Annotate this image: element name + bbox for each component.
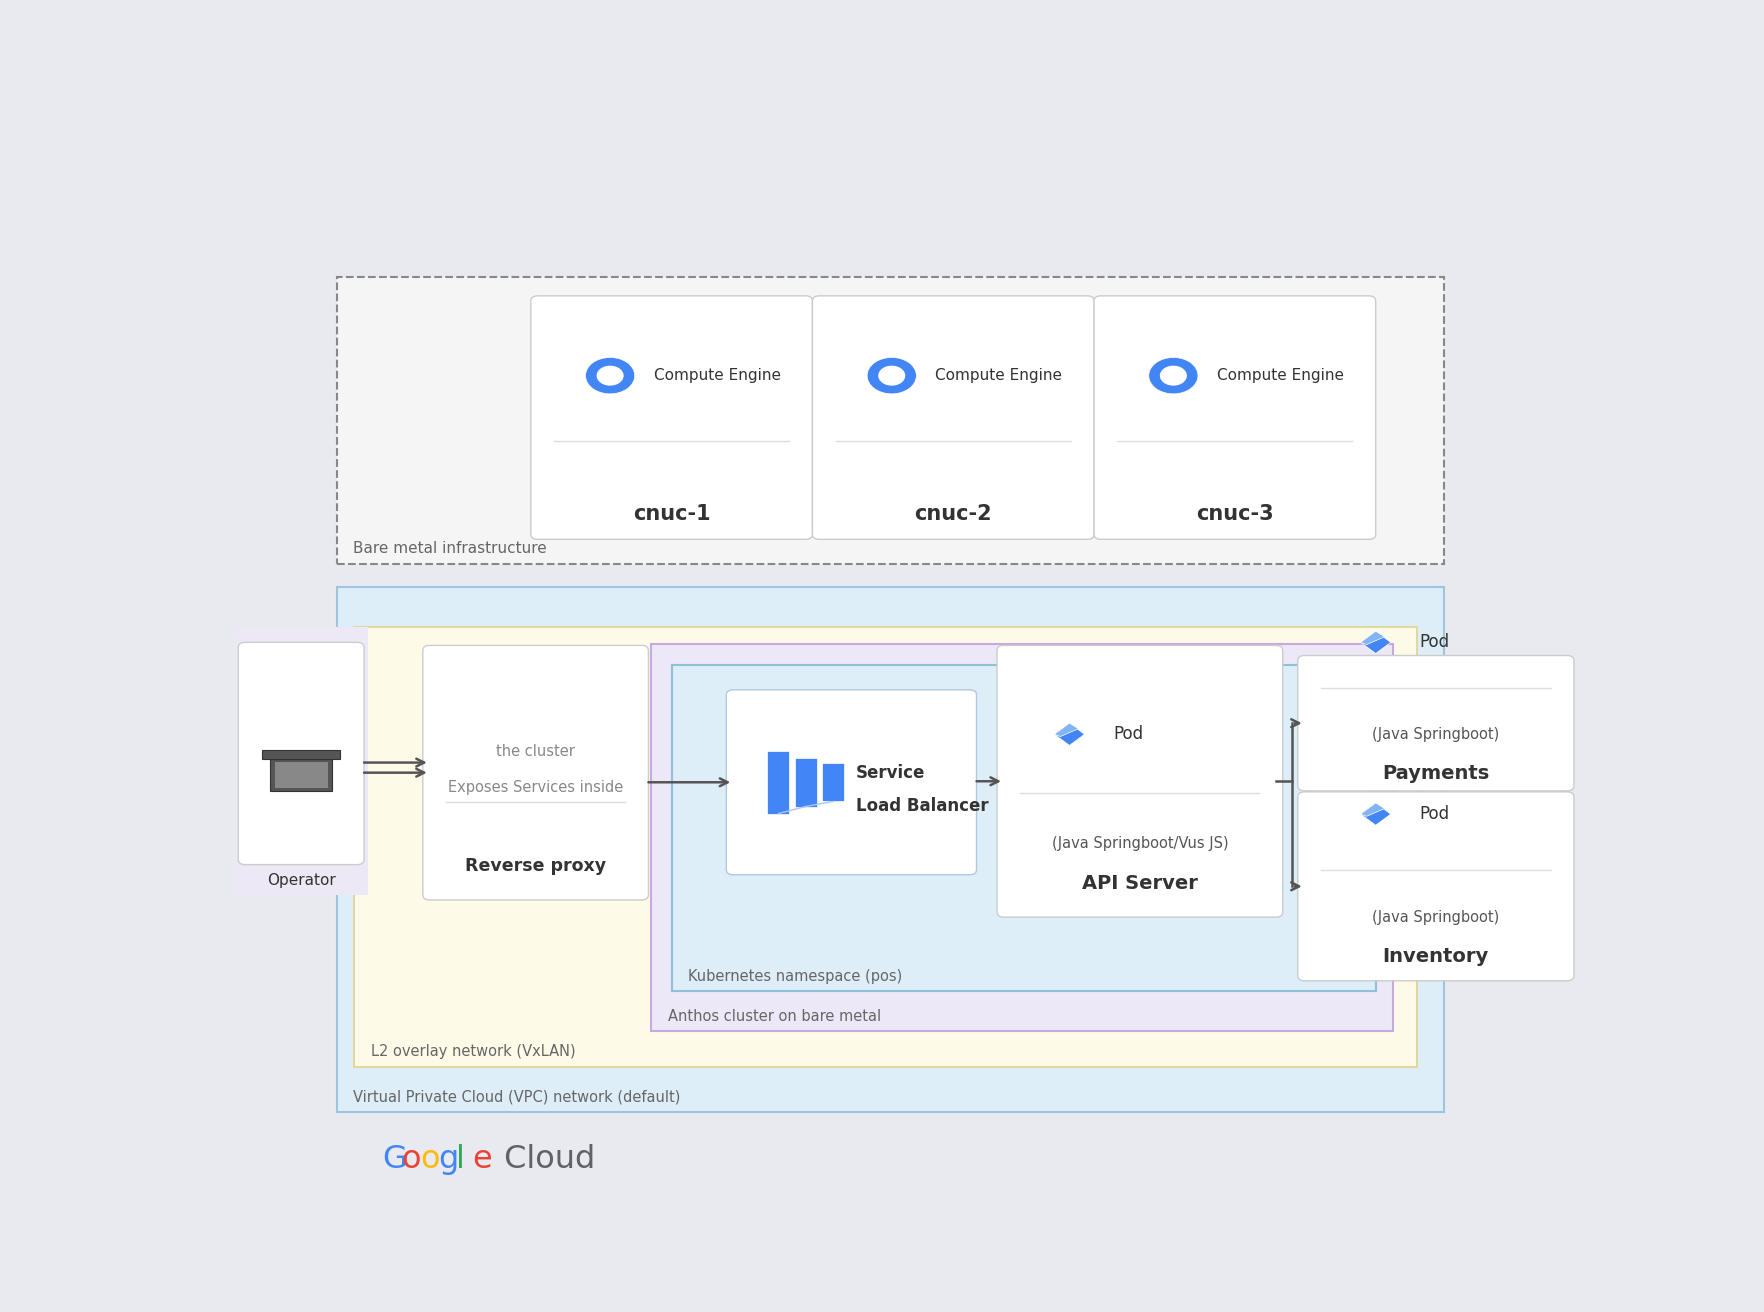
Bar — [235, 627, 369, 895]
Text: Payments: Payments — [1383, 764, 1489, 782]
Bar — [607, 386, 614, 391]
Text: g: g — [439, 1144, 459, 1176]
Text: e: e — [473, 1144, 492, 1176]
Text: o: o — [402, 1144, 422, 1176]
FancyBboxPatch shape — [423, 646, 649, 900]
Text: o: o — [420, 1144, 439, 1176]
Text: l: l — [457, 1144, 466, 1176]
Text: API Server: API Server — [1081, 874, 1198, 892]
Text: Reverse proxy: Reverse proxy — [466, 857, 607, 875]
Text: Operator: Operator — [266, 872, 335, 888]
Bar — [337, 277, 1445, 564]
FancyBboxPatch shape — [727, 690, 977, 875]
Text: cnuc-3: cnuc-3 — [1196, 504, 1274, 523]
FancyBboxPatch shape — [813, 295, 1094, 539]
Bar — [870, 373, 878, 378]
Text: Load Balancer: Load Balancer — [856, 798, 990, 816]
FancyBboxPatch shape — [1298, 792, 1573, 981]
Circle shape — [586, 357, 635, 394]
Bar — [905, 373, 914, 378]
Bar — [623, 373, 632, 378]
Bar — [887, 386, 896, 391]
Bar — [607, 359, 614, 366]
Bar — [270, 758, 332, 791]
FancyBboxPatch shape — [531, 295, 813, 539]
Text: Anthos cluster on bare metal: Anthos cluster on bare metal — [667, 1009, 880, 1025]
Circle shape — [596, 366, 624, 386]
Text: Virtual Private Cloud (VPC) network (default): Virtual Private Cloud (VPC) network (def… — [353, 1090, 681, 1105]
Circle shape — [1161, 366, 1187, 386]
Bar — [672, 665, 1376, 991]
Circle shape — [1148, 357, 1198, 394]
Text: Compute Engine: Compute Engine — [1217, 369, 1344, 383]
FancyBboxPatch shape — [1094, 295, 1376, 539]
Bar — [767, 750, 789, 813]
Text: (Java Springboot): (Java Springboot) — [1372, 911, 1499, 925]
FancyBboxPatch shape — [238, 643, 363, 865]
Text: Pod: Pod — [1420, 806, 1450, 823]
Bar — [263, 750, 340, 758]
Circle shape — [878, 366, 905, 386]
Polygon shape — [1360, 631, 1390, 653]
Text: Pod: Pod — [1420, 634, 1450, 651]
Bar — [1170, 386, 1177, 391]
Bar — [1170, 359, 1177, 366]
Bar — [887, 359, 896, 366]
FancyBboxPatch shape — [997, 646, 1282, 917]
Bar — [796, 758, 817, 807]
Text: (Java Springboot): (Java Springboot) — [1372, 727, 1499, 743]
Text: L2 overlay network (VxLAN): L2 overlay network (VxLAN) — [370, 1044, 575, 1059]
Text: Cloud: Cloud — [494, 1144, 594, 1176]
Text: Exposes Services inside: Exposes Services inside — [448, 779, 623, 795]
Circle shape — [868, 357, 916, 394]
Bar — [275, 761, 328, 787]
Bar — [337, 586, 1445, 1113]
Bar — [1185, 373, 1194, 378]
Text: Compute Engine: Compute Engine — [654, 369, 781, 383]
Text: the cluster: the cluster — [496, 744, 575, 760]
Bar — [355, 627, 1416, 1067]
Text: Inventory: Inventory — [1383, 947, 1489, 967]
Text: G: G — [381, 1144, 406, 1176]
Text: Compute Engine: Compute Engine — [935, 369, 1062, 383]
FancyBboxPatch shape — [1298, 656, 1573, 791]
Text: Bare metal infrastructure: Bare metal infrastructure — [353, 542, 547, 556]
Text: cnuc-1: cnuc-1 — [633, 504, 711, 523]
Text: cnuc-2: cnuc-2 — [914, 504, 991, 523]
Bar — [651, 644, 1394, 1031]
Polygon shape — [1055, 723, 1078, 736]
Bar — [1152, 373, 1161, 378]
Bar — [589, 373, 598, 378]
Polygon shape — [1360, 803, 1385, 816]
Bar — [822, 764, 843, 802]
Polygon shape — [1360, 631, 1385, 644]
Text: (Java Springboot/Vus JS): (Java Springboot/Vus JS) — [1051, 836, 1228, 851]
Text: Pod: Pod — [1113, 726, 1143, 744]
Text: Kubernetes namespace (pos): Kubernetes namespace (pos) — [688, 968, 903, 984]
Text: Service: Service — [856, 764, 926, 782]
Polygon shape — [1055, 723, 1085, 745]
Polygon shape — [1360, 803, 1390, 825]
